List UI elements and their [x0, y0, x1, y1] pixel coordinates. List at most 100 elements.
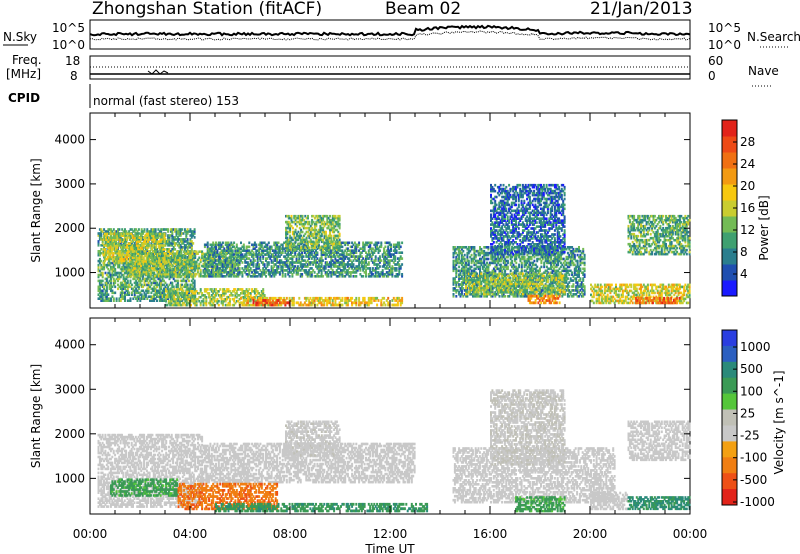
power-cell [221, 267, 224, 270]
power-cell [217, 263, 220, 266]
power-cell [244, 265, 247, 268]
power-cell [196, 258, 199, 262]
power-cell [133, 256, 136, 260]
power-cell [151, 289, 154, 293]
power-cell [109, 232, 112, 236]
power-cell [226, 273, 229, 276]
power-cell [256, 263, 259, 266]
power-cell [123, 254, 126, 257]
power-cell [128, 293, 131, 296]
power-cell [183, 230, 186, 233]
power-cell [120, 257, 123, 261]
power-cell [100, 232, 103, 235]
power-cell [172, 246, 175, 249]
power-cell [129, 285, 132, 289]
power-cell [131, 254, 134, 257]
power-cell [144, 270, 147, 274]
power-cell [210, 243, 213, 247]
power-cell [252, 269, 255, 272]
power-cell [208, 269, 211, 272]
power-cell [266, 265, 269, 268]
power-cell [248, 251, 251, 254]
power-cell [190, 272, 192, 276]
power-cell [128, 244, 131, 247]
freq-label-2: [MHz] [6, 67, 41, 81]
power-cell [163, 252, 166, 255]
power-cell [100, 259, 103, 263]
power-cell [206, 288, 209, 291]
power-cell [221, 241, 224, 245]
power-cell [237, 261, 240, 264]
power-cell [215, 265, 217, 268]
power-cell [212, 271, 215, 274]
power-cell [127, 274, 130, 278]
power-cell [167, 256, 170, 260]
power-cell [128, 238, 131, 241]
power-cell [145, 272, 148, 276]
power-cell [111, 273, 114, 277]
power-cell [210, 266, 213, 270]
power-cell [122, 267, 125, 271]
power-cell [129, 228, 132, 231]
power-cell [220, 270, 223, 274]
power-cell [128, 236, 131, 239]
power-cell [230, 253, 233, 256]
power-cell [171, 236, 174, 239]
power-cell [117, 234, 120, 238]
power-cell [252, 273, 255, 276]
power-cell [171, 240, 174, 243]
power-cell [144, 236, 147, 239]
power-cell [168, 248, 171, 251]
power-cell [100, 251, 103, 255]
power-cell [129, 281, 132, 285]
power-cell [174, 279, 177, 283]
power-cell [158, 299, 161, 302]
power-cell [231, 243, 234, 247]
power-cell [115, 252, 117, 255]
power-cell [185, 250, 188, 253]
power-cell [163, 236, 166, 239]
power-cell [127, 268, 130, 272]
power-cell [151, 299, 154, 302]
power-cell [111, 240, 114, 243]
power-cell [255, 263, 258, 266]
power-cell [103, 252, 106, 255]
power-cell [124, 246, 127, 249]
power-cell [116, 244, 119, 247]
power-cell [107, 299, 110, 302]
power-cell [252, 263, 255, 266]
power-cell [97, 253, 100, 257]
power-cell [106, 257, 109, 261]
power-cell [210, 256, 213, 260]
power-cell [153, 248, 156, 251]
power-cell [180, 258, 183, 262]
power-cell [196, 264, 199, 268]
power-cell [144, 259, 147, 263]
power-cell [170, 288, 173, 291]
power-cell [131, 244, 134, 247]
power-cell [194, 260, 197, 264]
power-cell [116, 259, 119, 263]
power-cell [171, 228, 174, 231]
power-cell [235, 251, 238, 254]
power-cell [401, 263, 404, 266]
power-cell [148, 236, 151, 239]
power-cell [114, 279, 117, 283]
power-cell [187, 260, 190, 264]
power-cell [173, 254, 176, 258]
power-cell [237, 264, 240, 268]
power-cell [119, 281, 122, 285]
power-cell [104, 277, 107, 281]
power-cell [157, 289, 160, 293]
power-cell [156, 250, 159, 253]
power-cell [255, 251, 258, 254]
power-cell [205, 295, 208, 299]
power-cell [167, 251, 170, 255]
power-cell [110, 248, 113, 251]
power-cell [172, 240, 175, 243]
power-cell [169, 244, 172, 247]
power-cell [170, 274, 173, 278]
power-cell [132, 230, 135, 233]
power-cell [101, 251, 104, 255]
